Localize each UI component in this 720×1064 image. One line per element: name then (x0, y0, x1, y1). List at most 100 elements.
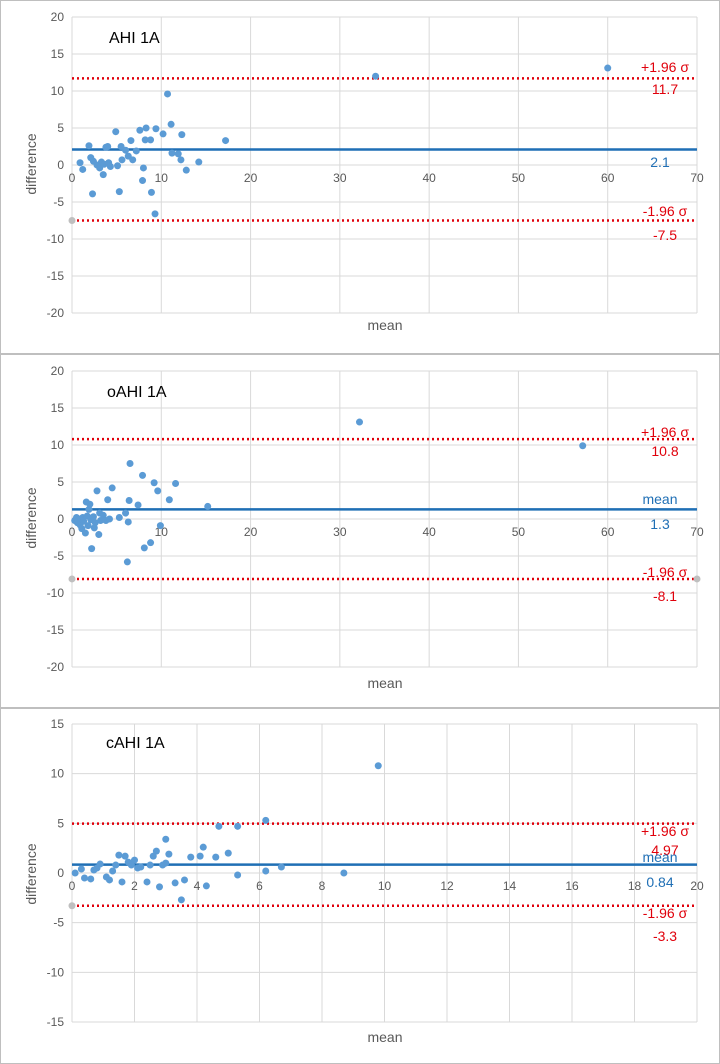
x-axis-label-cahi: mean (367, 1029, 402, 1045)
data-point (124, 518, 132, 526)
y-tick-labels-oahi: 20 15 10 5 0 -5 -10 -15 -20 (47, 364, 65, 674)
y-tick-labels-ahi: 20 15 10 5 0 -5 -10 -15 -20 (47, 10, 65, 320)
y-tick-label: 0 (57, 158, 64, 172)
data-point (80, 517, 88, 525)
data-point (134, 501, 142, 509)
data-point (143, 878, 151, 886)
data-point (154, 487, 162, 495)
data-point (224, 849, 232, 857)
x-tick-label: 20 (244, 525, 258, 539)
x-axis-label-oahi: mean (367, 675, 402, 691)
lower-limit-tag-ahi: -1.96 σ (643, 203, 688, 219)
x-tick-label: 12 (440, 879, 454, 893)
data-point (126, 460, 134, 467)
x-tick-label: 10 (155, 171, 169, 185)
data-point (172, 479, 180, 487)
y-tick-label: 20 (51, 364, 65, 378)
x-tick-label: 30 (333, 525, 347, 539)
x-tick-label: 60 (601, 525, 615, 539)
x-tick-label: 0 (69, 171, 76, 185)
data-point (222, 137, 230, 145)
lower-limit-tag-cahi: -1.96 σ (643, 905, 688, 921)
data-point (202, 882, 210, 890)
points-ahi (68, 64, 612, 224)
data-point (121, 852, 129, 860)
data-point (164, 90, 172, 98)
x-tick-label: 14 (503, 879, 517, 893)
x-axis-label-ahi: mean (367, 317, 402, 333)
data-point (167, 120, 175, 128)
mean-value-oahi: 1.3 (650, 516, 670, 532)
mean-tag-cahi: mean (642, 849, 677, 865)
data-point (84, 522, 92, 530)
data-point (215, 822, 223, 830)
grid-cahi (71, 723, 698, 1023)
mean-tag-oahi: mean (642, 491, 677, 507)
chart-title-ahi: AHI 1A (109, 30, 160, 47)
data-point (93, 487, 101, 495)
y-tick-label: -5 (53, 549, 64, 563)
y-tick-label: 5 (57, 121, 64, 135)
data-point (199, 843, 207, 851)
data-point (147, 136, 155, 144)
data-point (123, 558, 131, 566)
x-tick-label: 50 (512, 525, 526, 539)
x-tick-label: 10 (155, 525, 169, 539)
data-point (374, 762, 382, 770)
data-point (152, 125, 160, 133)
y-tick-label: -10 (47, 965, 65, 979)
upper-limit-value-oahi: 10.8 (651, 443, 678, 459)
data-point (150, 479, 158, 487)
data-point (204, 502, 212, 510)
upper-limit-tag-ahi: +1.96 σ (641, 59, 689, 75)
y-tick-label: 20 (51, 10, 65, 24)
y-axis-label-cahi: difference (23, 843, 39, 904)
data-point (88, 545, 96, 553)
x-tick-label: 18 (628, 879, 642, 893)
data-point (196, 852, 204, 860)
data-point (151, 210, 159, 218)
data-point (356, 418, 363, 426)
data-point (115, 188, 123, 196)
y-tick-label: 15 (51, 401, 65, 415)
mean-value-ahi: 2.1 (650, 154, 670, 170)
data-point (106, 515, 113, 523)
y-tick-label: 15 (51, 717, 65, 731)
y-tick-label: -10 (47, 232, 65, 246)
data-point (71, 869, 79, 877)
x-tick-labels-ahi: 0 10 20 30 40 50 60 70 (69, 171, 704, 185)
data-point (89, 513, 97, 521)
x-tick-label: 50 (512, 171, 526, 185)
data-point (604, 64, 612, 72)
data-point (106, 876, 113, 884)
data-point (182, 166, 190, 174)
mean-value-cahi: 0.84 (646, 874, 673, 890)
x-tick-labels-cahi: 0 2 4 6 8 10 12 14 16 18 20 (69, 879, 704, 893)
data-point (81, 874, 88, 882)
data-point (152, 847, 160, 855)
data-point (95, 531, 103, 539)
panel-frame-cahi (0, 708, 720, 1064)
data-point (139, 471, 147, 479)
data-point (129, 156, 137, 164)
limit-marker-point (693, 575, 701, 583)
data-point (99, 171, 107, 179)
x-tick-label: 16 (565, 879, 579, 893)
data-point (177, 896, 185, 904)
y-tick-label: -5 (53, 195, 64, 209)
chart-title-cahi: cAHI 1A (106, 735, 165, 752)
limit-marker-point (68, 575, 76, 583)
data-point (178, 131, 186, 139)
upper-limit-value-ahi: 11.7 (652, 81, 678, 97)
x-tick-label: 40 (422, 171, 436, 185)
data-point (162, 859, 170, 867)
y-axis-label-ahi: difference (23, 133, 39, 194)
data-point (171, 879, 179, 887)
data-point (112, 861, 120, 869)
y-tick-label: -15 (47, 623, 65, 637)
data-point (174, 150, 182, 158)
data-point (109, 867, 117, 875)
data-point (81, 529, 89, 537)
limit-marker-point (68, 902, 76, 910)
data-point (234, 871, 242, 879)
